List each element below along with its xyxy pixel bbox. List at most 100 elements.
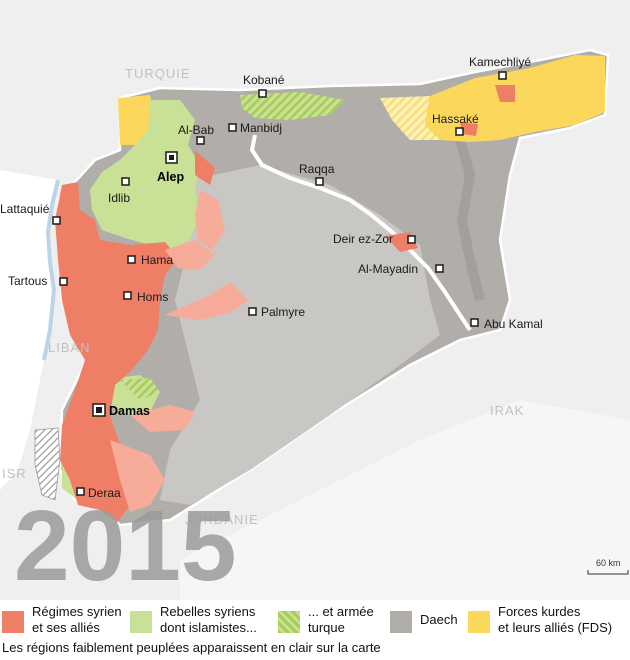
regime-zone-west [55,182,178,522]
city-marker [59,277,68,286]
city-al-mayadin[interactable]: Al-Mayadin [358,262,444,276]
city-label: Manbidj [240,121,282,135]
regime-zone-hama-east [165,240,215,270]
city-label: Deir ez-Zor [333,232,393,246]
regime-zone-damas-sparse [130,405,195,432]
city-idlib[interactable]: Idlib [108,177,130,205]
sparse-desert-zone [160,165,440,505]
legend-item-rebels: Rebelles syriens dont islamistes... [130,604,257,636]
regime-zone-south-sparse [110,440,165,512]
city-marker [435,264,444,273]
city-marker [127,255,136,264]
city-alep[interactable]: Alep [157,151,184,184]
city-label: Lattaquié [0,202,50,216]
city-kobane[interactable]: Kobané [243,73,285,98]
city-marker [315,177,324,186]
desert-neighbors [180,400,630,600]
city-al-bab[interactable]: Al-Bab [178,123,214,145]
regime-zone-alep [195,150,215,185]
legend-swatch-rebels [130,611,152,633]
city-kamechliye[interactable]: Kamechliyé [469,55,531,80]
kurdish-zone-afrin [118,95,155,145]
legend-label-line1: Régimes syrien [32,604,122,619]
kurdish-zone-sparse [380,96,440,140]
city-hassake[interactable]: Hassaké [432,112,479,136]
city-label: Palmyre [261,305,305,319]
city-marker-inner [169,155,174,160]
country-label-turquie: TURQUIE [125,66,191,81]
city-label: Kobané [243,73,285,87]
city-deir-ez-zor[interactable]: Deir ez-Zor [333,232,416,246]
city-marker [52,216,61,225]
city-hama[interactable]: Hama [127,253,173,267]
city-marker [121,177,130,186]
regime-zone-kamechliye [495,85,515,102]
scale-label: 60 km [596,558,621,568]
regime-zone-palmyra-road [165,282,248,320]
legend-label-line1: Forces kurdes [498,604,581,619]
legend-label-line2: turque [308,620,345,635]
legend-label-line1: Daech [420,612,458,627]
city-label: Hama [141,253,173,267]
city-marker [498,71,507,80]
city-marker [470,318,479,327]
city-marker-inner [96,407,102,413]
city-raqqa[interactable]: Raqqa [299,162,335,186]
legend-item-kurds: Forces kurdes et leurs alliés (FDS) [468,604,612,636]
city-label: Kamechliyé [469,55,531,69]
legend-label-line2: et leurs alliés (FDS) [498,620,613,635]
city-abu-kamal[interactable]: Abu Kamal [470,317,543,331]
city-tartous[interactable]: Tartous [8,274,68,288]
city-label: Alep [157,170,184,184]
country-label-liban: LIBAN [48,340,91,355]
mediterranean-sea [0,170,58,490]
year-watermark: 2015 [14,490,236,600]
city-label: Deraa [88,486,121,500]
footnote: Les régions faiblement peuplées apparais… [2,640,381,655]
city-lattaquie[interactable]: Lattaquié [0,202,61,225]
city-palmyre[interactable]: Palmyre [248,305,305,319]
city-label: Idlib [108,191,130,205]
city-label: Al-Mayadin [358,262,418,276]
city-marker [76,487,85,496]
rebel-zone-hatched [120,378,160,400]
golan-heights [34,427,61,501]
legend-label-line2: et ses alliés [32,620,100,635]
city-marker [228,123,237,132]
city-deraa[interactable]: Deraa [76,486,121,500]
legend-swatch-daech [390,611,412,633]
regime-zone-hassake [460,122,478,136]
city-marker [455,127,464,136]
legend: Régimes syrien et ses alliés Rebelles sy… [0,600,630,640]
city-marker [248,307,257,316]
legend-label-line1: ... et armée [308,604,374,619]
city-marker [196,136,205,145]
map: TURQUIE LIBAN IRAK ISR JORDANIE 2015 Kam… [0,0,630,600]
scale-line [587,570,629,575]
rebel-zone-idlib [90,100,200,250]
country-label-isr: ISR [2,466,27,481]
country-label-irak: IRAK [490,403,524,418]
legend-swatch-regime [2,611,24,633]
legend-item-turkey: ... et armée turque [278,604,374,636]
legend-swatch-kurds [468,611,490,633]
city-label: Tartous [8,274,47,288]
city-marker [407,235,416,244]
city-label: Abu Kamal [484,317,543,331]
country-label-jordanie: JORDANIE [185,512,259,527]
regime-zone-sparse-center [195,190,225,250]
city-marker [123,291,132,300]
city-label: Damas [109,404,150,418]
city-label: Al-Bab [178,123,214,137]
legend-item-regime: Régimes syrien et ses alliés [2,604,122,636]
legend-swatch-turkey [278,611,300,633]
city-label: Raqqa [299,162,335,176]
legend-label-line2: dont islamistes... [160,620,257,635]
scale-bar: 60 km [587,558,629,575]
city-damas[interactable]: Damas [92,403,150,418]
city-homs[interactable]: Homs [123,290,168,304]
khabur-strip [455,138,485,302]
city-label: Homs [137,290,168,304]
euphrates-branch [369,213,401,239]
city-manbidj[interactable]: Manbidj [228,121,282,135]
